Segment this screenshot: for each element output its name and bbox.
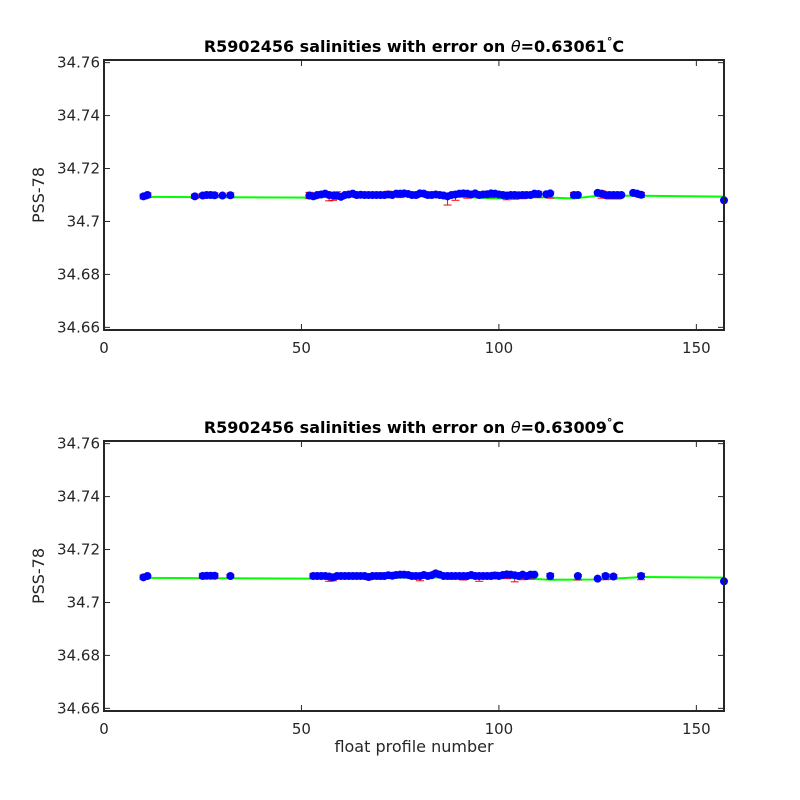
salinity-panel-top: R5902456 salinities with error on θ=0.63…: [29, 35, 728, 357]
axes-bottom: 0 50 100 150 34.66 34.68 34.7 34.72 34.74 34.76: [57, 435, 724, 738]
x-tick-label: 0: [99, 339, 109, 357]
data-point: [143, 191, 152, 199]
plot-frame-top: [103, 59, 725, 331]
data-point: [530, 570, 539, 579]
data-point: [609, 572, 618, 581]
data-point: [617, 191, 626, 199]
data-point: [226, 191, 235, 200]
x-tick-label: 50: [292, 720, 311, 738]
x-tick-label: 150: [682, 339, 711, 357]
x-tick-label: 100: [485, 339, 514, 357]
y-tick-label: 34.7: [67, 212, 100, 230]
data-point: [637, 190, 646, 199]
data-point: [218, 191, 227, 200]
data-point: [143, 572, 152, 580]
data-point: [573, 572, 582, 580]
plot-title-bottom: R5902456 salinities with error on θ=0.63…: [204, 416, 624, 437]
data-point: [546, 189, 555, 198]
data-point: [226, 572, 235, 580]
x-tick-label: 50: [292, 339, 311, 357]
data-point: [546, 572, 555, 580]
y-tick-label: 34.76: [57, 54, 100, 72]
y-tick-label: 34.66: [57, 699, 100, 717]
data-point: [210, 191, 219, 200]
y-tick-label: 34.76: [57, 435, 100, 453]
data-point: [534, 189, 543, 198]
data-point: [601, 572, 610, 580]
y-tick-label: 34.72: [57, 541, 100, 559]
data-point: [210, 571, 219, 580]
y-tick-label: 34.74: [57, 488, 100, 506]
y-tick-label: 34.72: [57, 160, 100, 178]
y-tick-label: 34.68: [57, 265, 100, 283]
salinity-panel-bottom: R5902456 salinities with error on θ=0.63…: [29, 416, 728, 756]
data-point: [190, 192, 199, 201]
x-tick-label: 150: [682, 720, 711, 738]
y-tick-label: 34.7: [67, 593, 100, 611]
data-point: [637, 572, 646, 580]
y-tick-label: 34.68: [57, 646, 100, 664]
data-point: [593, 574, 602, 583]
plot-marks-bottom: [139, 569, 728, 586]
y-axis-label-bottom: PSS-78: [29, 548, 48, 604]
data-point: [573, 191, 582, 199]
y-tick-label: 34.74: [57, 107, 100, 125]
y-tick-label: 34.66: [57, 318, 100, 336]
y-axis-label-top: PSS-78: [29, 167, 48, 223]
axes-top: 0 50 100 150 34.66 34.68 34.7 34.72 34.74 34.76: [57, 54, 724, 357]
plot-marks-top: [139, 188, 728, 206]
plot-frame-bottom: [103, 440, 725, 712]
x-tick-label: 100: [485, 720, 514, 738]
x-tick-label: 0: [99, 720, 109, 738]
x-axis-label: float profile number: [334, 737, 494, 756]
plot-title-top: R5902456 salinities with error on θ=0.63…: [204, 35, 624, 56]
